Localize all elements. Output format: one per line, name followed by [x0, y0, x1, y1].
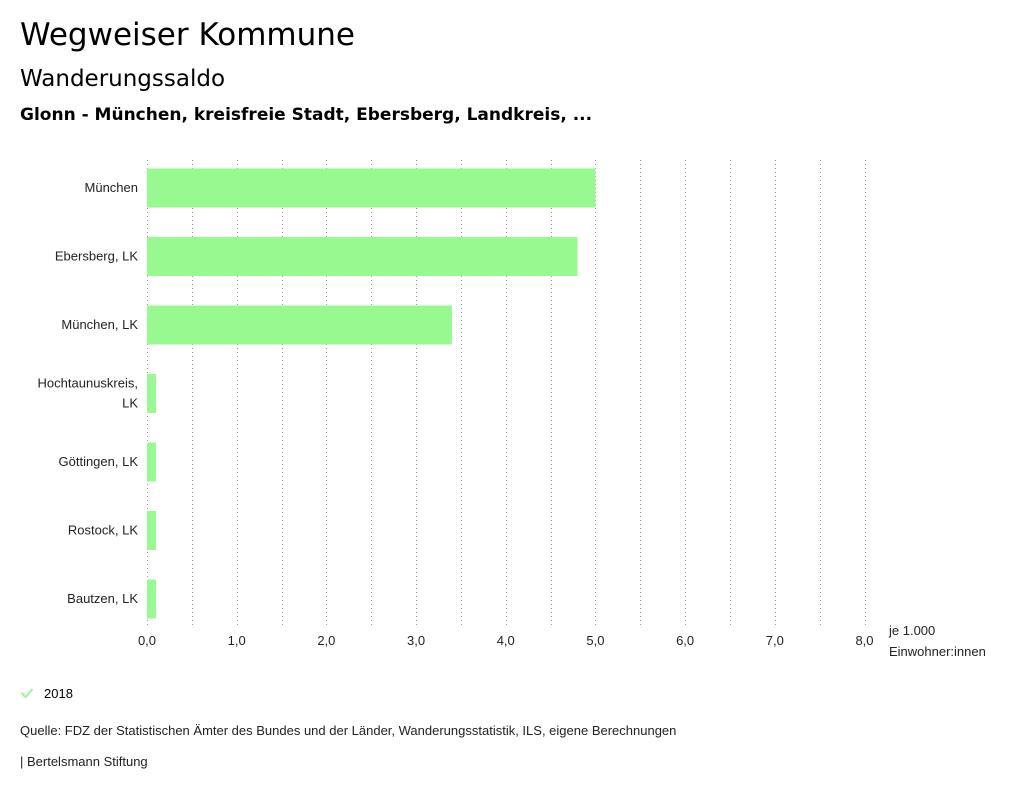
category-label: Bautzen, LK: [67, 591, 138, 606]
bar[interactable]: [147, 305, 452, 345]
source-note: Quelle: FDZ der Statistischen Ämter des …: [20, 723, 677, 738]
bar[interactable]: [147, 168, 596, 208]
x-tick-label: 2,0: [317, 633, 335, 648]
chart-subtitle: Wanderungssaldo: [20, 66, 226, 92]
x-tick-label: 1,0: [228, 633, 246, 648]
region-label: Glonn - München, kreisfreie Stadt, Ebers…: [20, 105, 593, 125]
category-label: München, LK: [61, 317, 138, 332]
category-label: Hochtaunuskreis, LK: [38, 376, 139, 411]
x-tick-label: 5,0: [586, 633, 604, 648]
bar[interactable]: [147, 579, 156, 619]
category-label: Göttingen, LK: [59, 454, 139, 469]
x-tick-label: 6,0: [676, 633, 694, 648]
page-title: Wegweiser Kommune: [20, 17, 355, 53]
x-tick-label: 4,0: [497, 633, 515, 648]
category-label: Rostock, LK: [68, 523, 138, 538]
check-icon: [20, 688, 34, 699]
legend-label: 2018: [44, 685, 73, 701]
x-tick-label: 0,0: [138, 633, 156, 648]
category-label: München: [85, 180, 138, 195]
bar[interactable]: [147, 511, 156, 550]
grid-lines: [147, 160, 866, 628]
category-label: Ebersberg, LK: [55, 249, 138, 264]
x-axis-unit: je 1.000 Einwohner:innen: [888, 623, 986, 659]
bar[interactable]: [147, 237, 578, 276]
category-labels: München Ebersberg, LK München, LK Hochtaunu…: [38, 180, 139, 606]
x-axis-label: je 1.000 Einwohner:innen: [888, 623, 986, 659]
x-tick-label: 8,0: [855, 633, 873, 648]
legend-item-2018[interactable]: 2018: [20, 684, 73, 702]
bar-group: [147, 168, 596, 619]
x-tick-label: 7,0: [766, 633, 784, 648]
x-tick-labels: 0,0 1,0 2,0 3,0 4,0 5,0 6,0 7,0 8,0: [138, 633, 874, 648]
bar[interactable]: [147, 374, 156, 413]
x-tick-label: 3,0: [407, 633, 425, 648]
bar-chart: München Ebersberg, LK München, LK Hochtaunu…: [38, 160, 986, 659]
credit-note: | Bertelsmann Stiftung: [20, 754, 148, 769]
bar[interactable]: [147, 442, 156, 482]
